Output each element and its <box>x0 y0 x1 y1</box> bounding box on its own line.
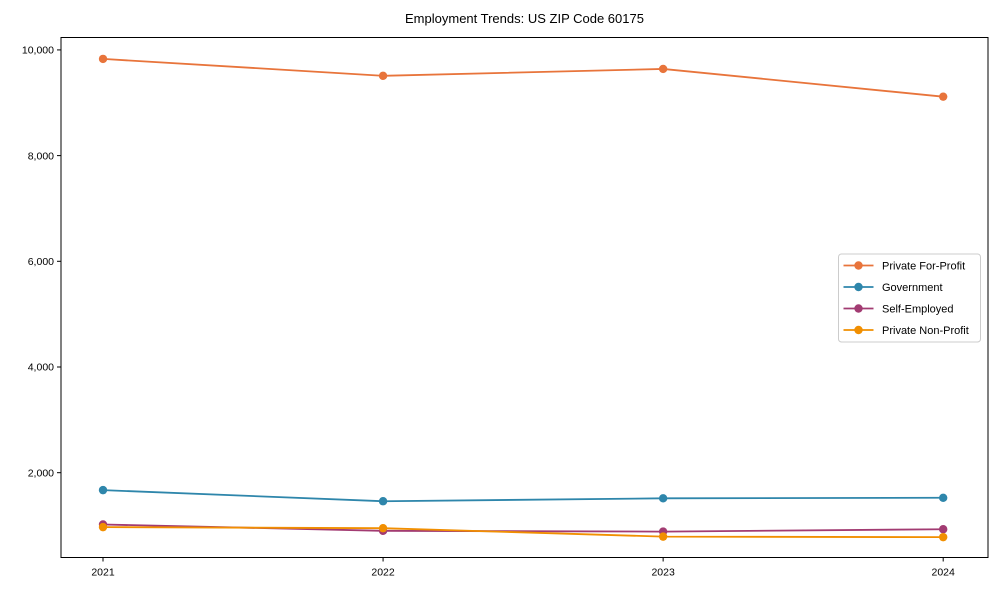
series-government <box>98 485 948 506</box>
data-point-private-for-profit <box>98 54 108 64</box>
legend-item-private-non-profit: Private Non-Profit <box>843 325 969 337</box>
series-line-private-for-profit <box>102 58 944 98</box>
y-tick-label: 4,000 <box>28 362 54 374</box>
data-point-government <box>938 493 948 502</box>
legend-label: Private For-Profit <box>882 260 965 272</box>
series-line-government <box>102 489 944 503</box>
data-point-private-non-profit <box>938 532 948 542</box>
legend-item-self-employed: Self-Employed <box>843 303 954 315</box>
legend-label: Government <box>882 282 943 294</box>
legend-box <box>838 253 981 343</box>
chart-title: Employment Trends: US ZIP Code 60175 <box>405 11 644 26</box>
legend-marker-icon <box>854 325 863 335</box>
data-point-private-non-profit <box>98 522 108 532</box>
legend-item-government: Government <box>843 282 943 294</box>
legend-label: Self-Employed <box>882 303 954 315</box>
legend-label: Private Non-Profit <box>882 325 969 337</box>
data-point-government <box>378 497 388 506</box>
series-line-private-non-profit <box>103 526 944 539</box>
legend-marker-icon <box>854 261 863 270</box>
y-tick-label: 6,000 <box>28 256 54 268</box>
y-tick-label: 8,000 <box>28 150 54 162</box>
data-point-self-employed <box>938 525 948 534</box>
legend: Private For-Profit Government Self-Employe… <box>838 253 981 343</box>
y-tick-label: 10,000 <box>22 45 54 57</box>
data-point-private-for-profit <box>938 92 948 101</box>
legend-marker-icon <box>854 304 863 313</box>
x-tick-label: 2024 <box>932 567 956 579</box>
x-tick-label: 2023 <box>651 567 675 579</box>
data-point-government <box>658 494 668 503</box>
data-point-private-non-profit <box>378 523 388 533</box>
data-point-private-non-profit <box>658 532 668 541</box>
legend-marker-icon <box>854 282 863 292</box>
x-tick-label: 2021 <box>91 567 115 579</box>
data-point-government <box>98 485 108 495</box>
legend-item-private-for-profit: Private For-Profit <box>843 260 965 272</box>
data-point-private-for-profit <box>658 64 668 74</box>
x-tick-label: 2022 <box>371 567 395 579</box>
plot-border <box>60 37 989 558</box>
series-private-for-profit <box>98 54 948 101</box>
data-point-private-for-profit <box>378 71 388 81</box>
series-private-non-profit <box>98 522 948 542</box>
y-tick-label: 2,000 <box>28 467 54 479</box>
